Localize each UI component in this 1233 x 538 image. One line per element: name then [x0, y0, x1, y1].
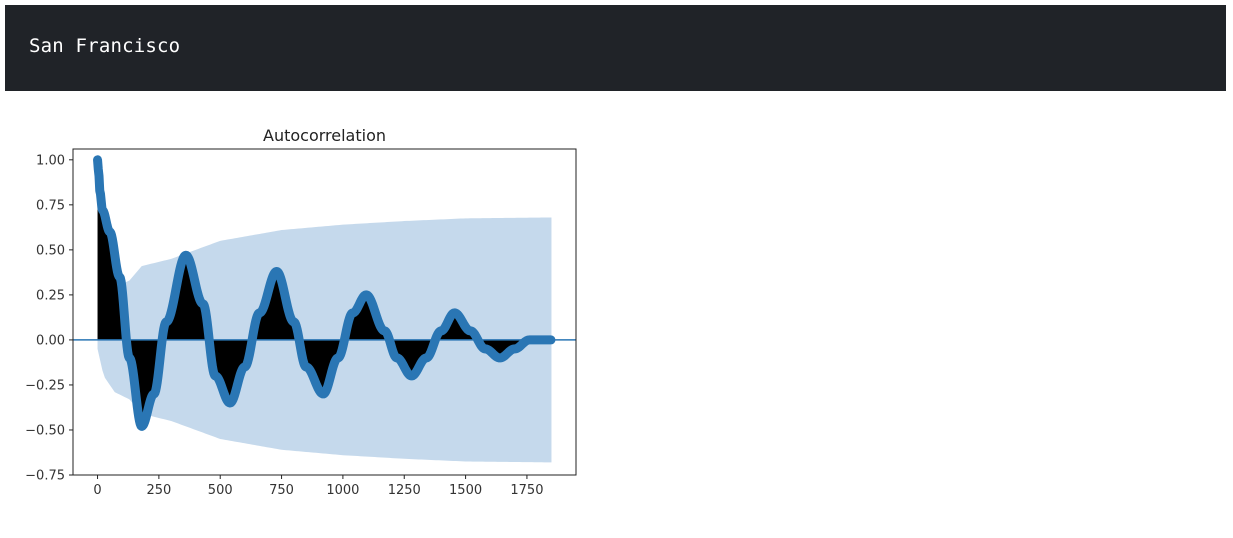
y-tick-label: −0.25 [25, 378, 65, 393]
y-tick-label: 0.75 [36, 198, 65, 213]
chart-title: Autocorrelation [263, 126, 386, 145]
y-tick-label: 0.50 [36, 243, 65, 258]
x-tick-label: 1000 [326, 483, 359, 498]
x-tick-label: 750 [269, 483, 294, 498]
x-tick-label: 1500 [449, 483, 482, 498]
acf-point [93, 155, 102, 165]
y-tick-label: 1.00 [36, 153, 65, 168]
y-tick-label: −0.75 [25, 469, 65, 484]
autocorrelation-chart: 1.00 0.75 0.50 0.25 0.00 −0.25 −0.50 −0.75 0 250 5… [0, 112, 600, 512]
page-title: San Francisco [29, 35, 181, 57]
acf-series-line [93, 155, 556, 431]
acf-point [95, 188, 105, 197]
acf-point [98, 206, 107, 215]
x-tick-label: 250 [146, 483, 171, 498]
x-tick-label: 500 [208, 483, 233, 498]
plot-frame [72, 148, 577, 476]
x-tick-label: 1250 [388, 483, 421, 498]
chart-svg: 1.00 0.75 0.50 0.25 0.00 −0.25 −0.50 −0.75 0 250 5… [25, 126, 577, 498]
x-tick-label: 1750 [510, 483, 543, 498]
y-tick-label: −0.50 [25, 423, 65, 438]
y-tick-label: 0.00 [36, 333, 65, 348]
header-bar: San Francisco [5, 5, 1226, 91]
acf-stems [97, 159, 552, 427]
y-tick-label: 0.25 [36, 288, 65, 303]
acf-point [94, 170, 103, 179]
x-tick-label: 0 [93, 483, 101, 498]
